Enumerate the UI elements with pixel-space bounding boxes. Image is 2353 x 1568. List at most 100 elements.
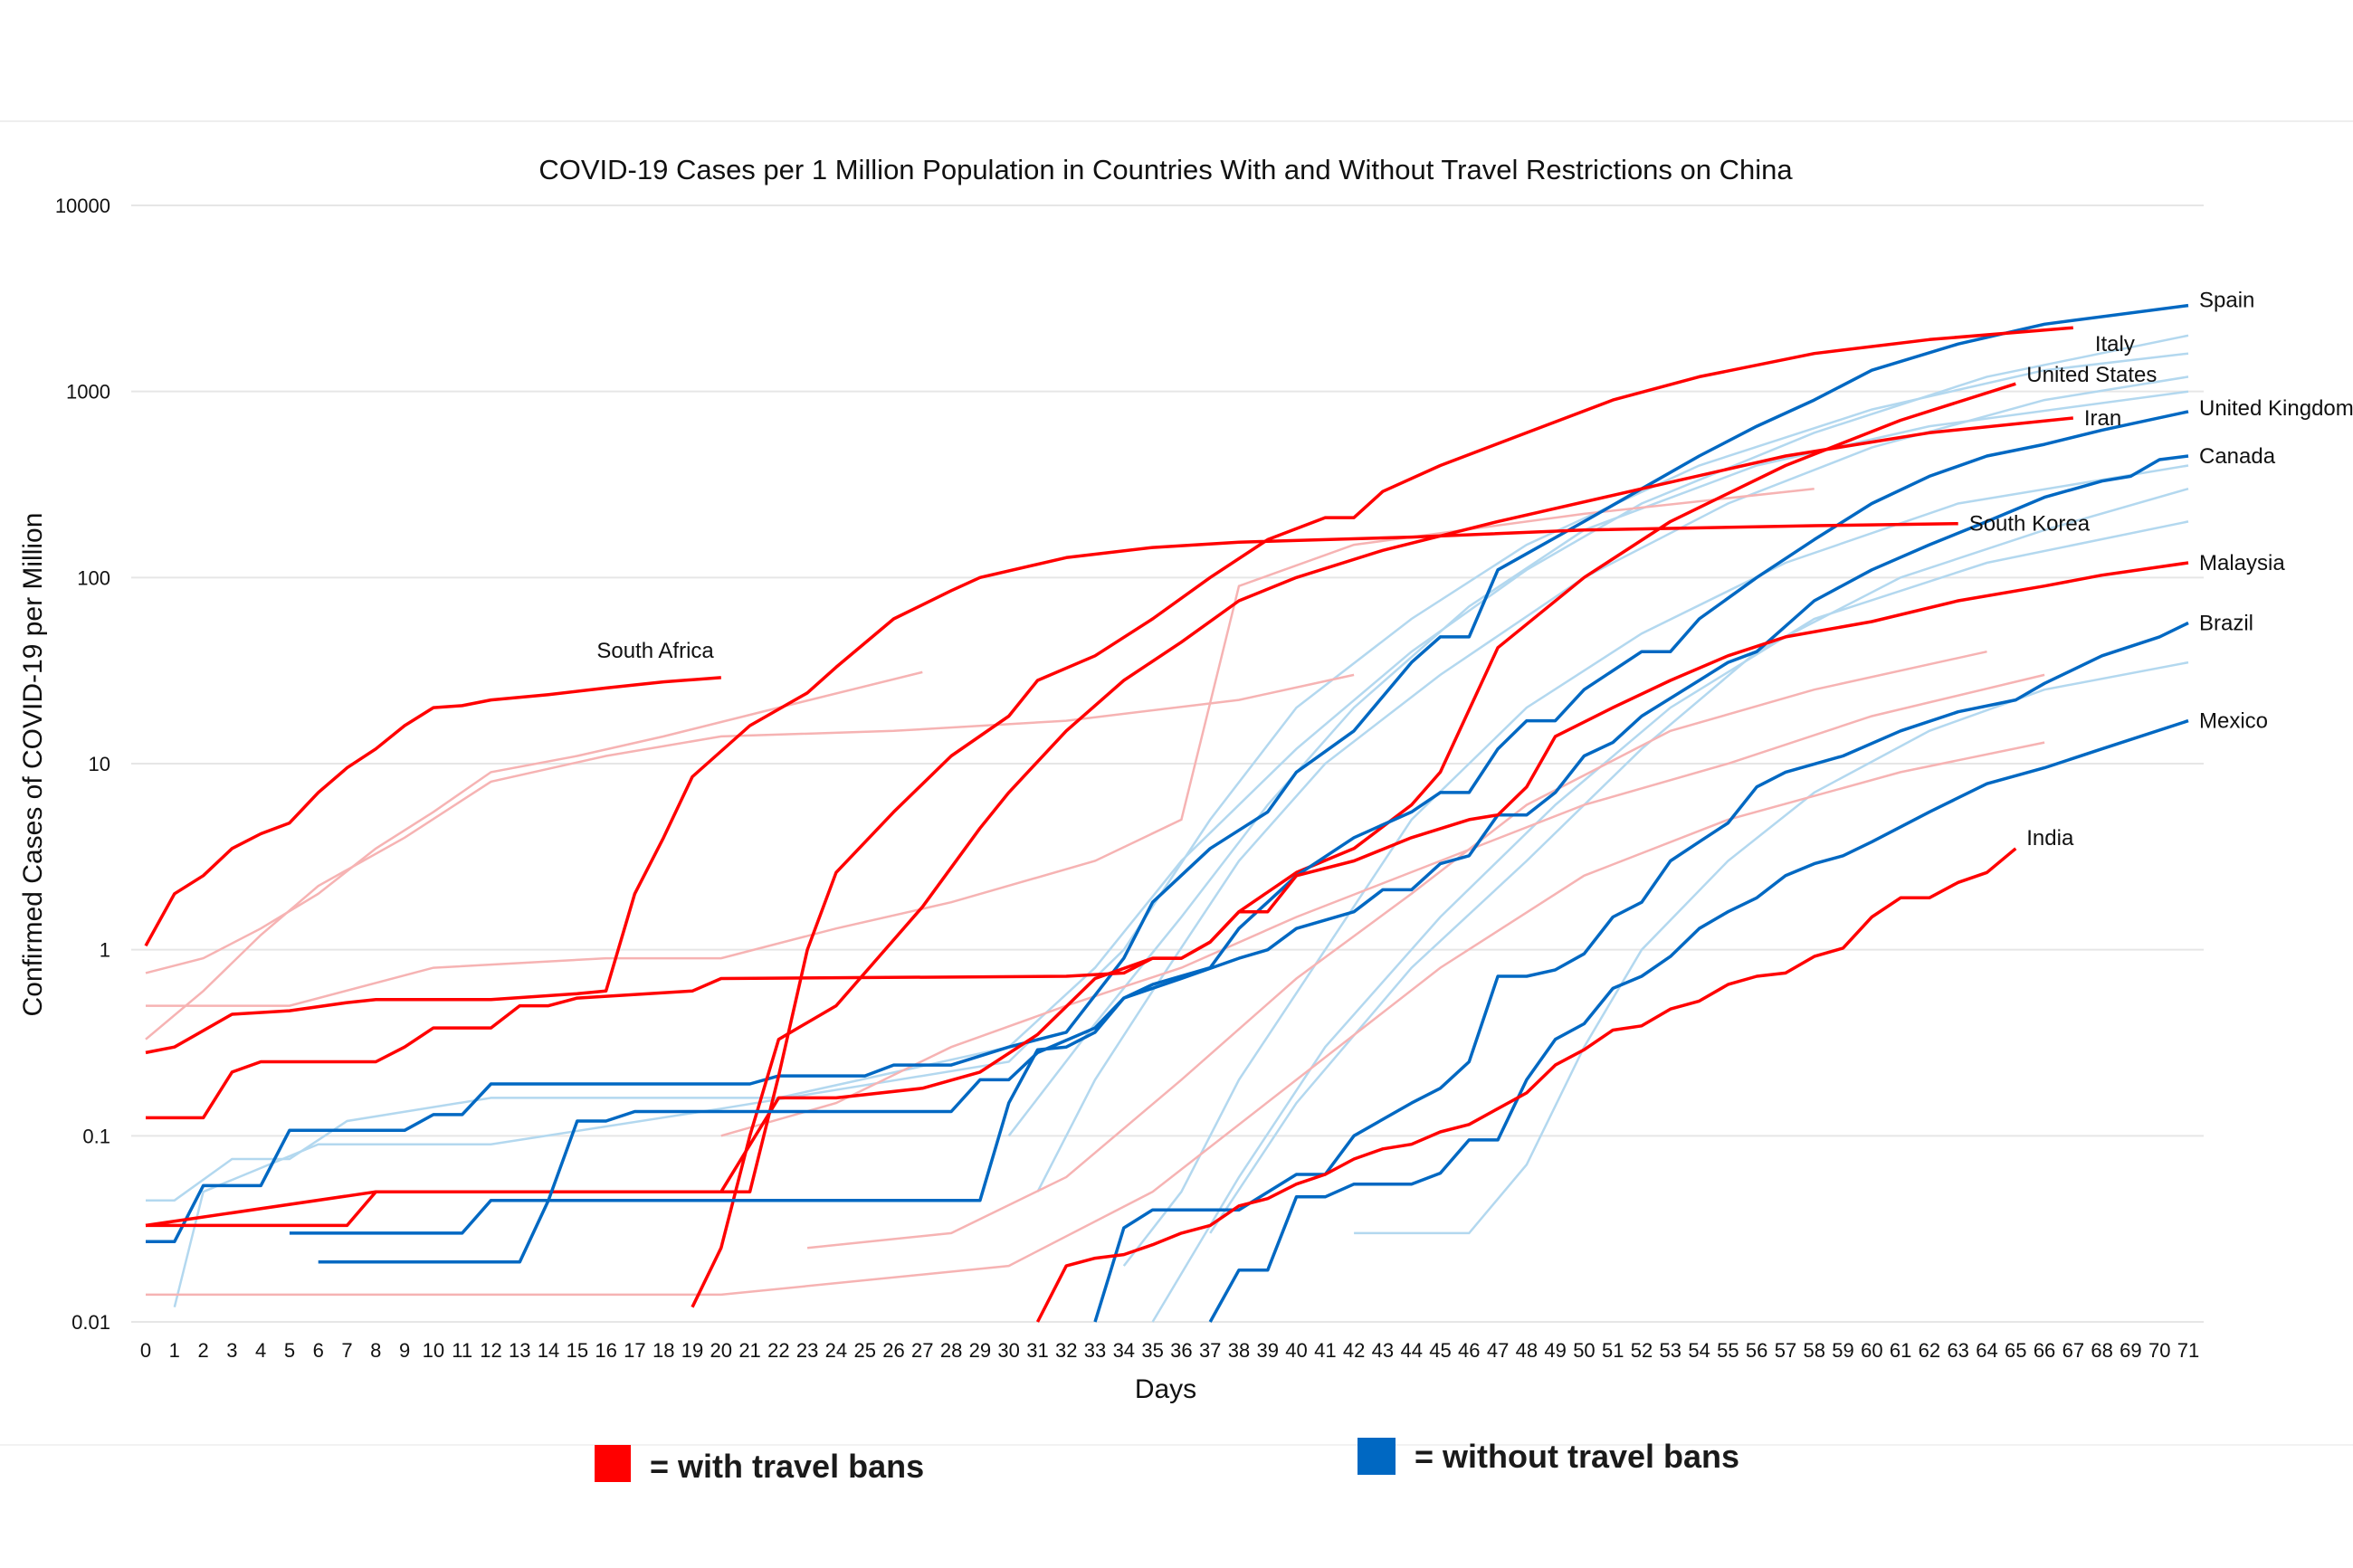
series-line-united-kingdom bbox=[289, 410, 2189, 1235]
x-tick-label: 51 bbox=[1602, 1339, 1624, 1362]
x-tick-label: 62 bbox=[1919, 1339, 1940, 1362]
series-line-iran bbox=[691, 416, 2073, 1308]
legend: = with travel bans = without travel bans bbox=[595, 1438, 1739, 1485]
series-line-india bbox=[1035, 847, 2017, 1323]
series-line-mexico bbox=[1208, 718, 2189, 1323]
x-tick-label: 26 bbox=[882, 1339, 904, 1362]
x-tick-label: 16 bbox=[595, 1339, 616, 1362]
x-tick-label: 41 bbox=[1314, 1339, 1336, 1362]
x-tick-label: 36 bbox=[1170, 1339, 1192, 1362]
x-tick-label: 7 bbox=[341, 1339, 352, 1362]
x-axis-label: Days bbox=[1135, 1374, 1196, 1404]
y-tick-labels: 10000 1000 100 10 1 0.1 0.01 bbox=[55, 195, 110, 1334]
series-label-italy: Italy bbox=[2095, 332, 2135, 356]
background-series-line bbox=[1122, 464, 2189, 1267]
y-tick-label: 1000 bbox=[66, 381, 110, 404]
series-label-united-kingdom: United Kingdom bbox=[2199, 396, 2353, 421]
x-tick-label: 32 bbox=[1055, 1339, 1077, 1362]
x-tick-label: 15 bbox=[567, 1339, 588, 1362]
series-line-italy bbox=[146, 326, 2073, 1228]
series-label-iran: Iran bbox=[2084, 406, 2121, 431]
x-tick-label: 12 bbox=[480, 1339, 501, 1362]
x-tick-label: 64 bbox=[1976, 1339, 1997, 1362]
x-tick-label: 34 bbox=[1113, 1339, 1135, 1362]
x-tick-label: 60 bbox=[1861, 1339, 1882, 1362]
x-tick-label: 58 bbox=[1804, 1339, 1825, 1362]
background-series-line bbox=[1209, 487, 2189, 1234]
background-series-line bbox=[173, 352, 2189, 1308]
x-tick-label: 44 bbox=[1400, 1339, 1422, 1362]
x-tick-label: 1 bbox=[169, 1339, 180, 1362]
x-tick-label: 23 bbox=[796, 1339, 818, 1362]
x-tick-label: 52 bbox=[1631, 1339, 1653, 1362]
y-tick-label: 100 bbox=[77, 566, 110, 589]
y-tick-label: 10000 bbox=[55, 195, 110, 217]
background-series-line bbox=[145, 673, 1355, 1041]
x-tick-label: 68 bbox=[2091, 1339, 2112, 1362]
y-tick-label: 10 bbox=[89, 753, 110, 775]
x-tick-label: 43 bbox=[1372, 1339, 1394, 1362]
x-tick-label: 57 bbox=[1775, 1339, 1796, 1362]
x-tick-label: 21 bbox=[738, 1339, 760, 1362]
series-label-india: India bbox=[2026, 826, 2074, 851]
x-tick-label: 42 bbox=[1343, 1339, 1365, 1362]
x-tick-label: 63 bbox=[1947, 1339, 1968, 1362]
gridlines bbox=[131, 204, 2204, 1323]
x-tick-label: 38 bbox=[1228, 1339, 1250, 1362]
x-tick-label: 48 bbox=[1516, 1339, 1538, 1362]
series-line-south-korea bbox=[145, 521, 1958, 1055]
x-tick-label: 0 bbox=[140, 1339, 151, 1362]
x-tick-label: 3 bbox=[226, 1339, 237, 1362]
x-tick-label: 31 bbox=[1026, 1339, 1048, 1362]
x-tick-label: 55 bbox=[1717, 1339, 1739, 1362]
x-tick-label: 10 bbox=[423, 1339, 444, 1362]
x-tick-label: 8 bbox=[370, 1339, 381, 1362]
series-label-canada: Canada bbox=[2199, 444, 2276, 469]
x-tick-label: 46 bbox=[1458, 1339, 1480, 1362]
x-tick-label: 33 bbox=[1084, 1339, 1106, 1362]
x-tick-label: 24 bbox=[825, 1339, 847, 1362]
x-tick-label: 29 bbox=[969, 1339, 991, 1362]
x-tick-label: 53 bbox=[1660, 1339, 1681, 1362]
x-tick-label: 71 bbox=[2177, 1339, 2199, 1362]
x-tick-label: 20 bbox=[710, 1339, 732, 1362]
series-label-united-states: United States bbox=[2026, 363, 2157, 387]
x-tick-label: 35 bbox=[1141, 1339, 1163, 1362]
x-tick-label: 69 bbox=[2120, 1339, 2141, 1362]
y-axis-label: Confirmed Cases of COVID-19 per Million bbox=[18, 513, 48, 1017]
x-tick-label: 61 bbox=[1890, 1339, 1911, 1362]
chart-title: COVID-19 Cases per 1 Million Population … bbox=[538, 154, 1793, 185]
x-tick-label: 59 bbox=[1832, 1339, 1853, 1362]
x-tick-label: 18 bbox=[653, 1339, 674, 1362]
x-tick-labels: 0 1 2 3 4 5 6 7 8 9 10 11 12 13 14 15 16 17 18 19 20 21 22 23 24… bbox=[140, 1339, 2199, 1362]
series-line-malaysia bbox=[146, 561, 2189, 1120]
x-tick-label: 6 bbox=[313, 1339, 324, 1362]
x-tick-label: 54 bbox=[1688, 1339, 1710, 1362]
x-tick-label: 27 bbox=[911, 1339, 933, 1362]
x-tick-label: 9 bbox=[399, 1339, 410, 1362]
x-tick-label: 22 bbox=[767, 1339, 789, 1362]
series-label-mexico: Mexico bbox=[2199, 709, 2268, 734]
legend-swatch-without-bans bbox=[1358, 1438, 1396, 1475]
x-tick-label: 30 bbox=[997, 1339, 1019, 1362]
background-series bbox=[145, 334, 2189, 1323]
background-series-line bbox=[146, 741, 2045, 1297]
series-line-united-states bbox=[145, 382, 2016, 1228]
background-series-line bbox=[1151, 520, 2189, 1323]
x-tick-label: 50 bbox=[1573, 1339, 1595, 1362]
x-tick-label: 66 bbox=[2034, 1339, 2055, 1362]
x-tick-label: 39 bbox=[1257, 1339, 1279, 1362]
highlighted-series bbox=[144, 303, 2189, 1323]
y-tick-label: 1 bbox=[100, 939, 110, 962]
series-label-south-africa: South Africa bbox=[596, 639, 714, 663]
legend-swatch-with-bans bbox=[595, 1445, 631, 1482]
series-label-spain: Spain bbox=[2199, 289, 2254, 313]
x-tick-label: 4 bbox=[255, 1339, 266, 1362]
series-line-canada bbox=[318, 454, 2189, 1264]
series-line-brazil bbox=[1093, 621, 2189, 1323]
series-line-south-africa bbox=[144, 676, 721, 947]
x-tick-label: 19 bbox=[681, 1339, 703, 1362]
series-label-south-korea: South Korea bbox=[1969, 512, 2091, 537]
x-tick-label: 47 bbox=[1487, 1339, 1509, 1362]
